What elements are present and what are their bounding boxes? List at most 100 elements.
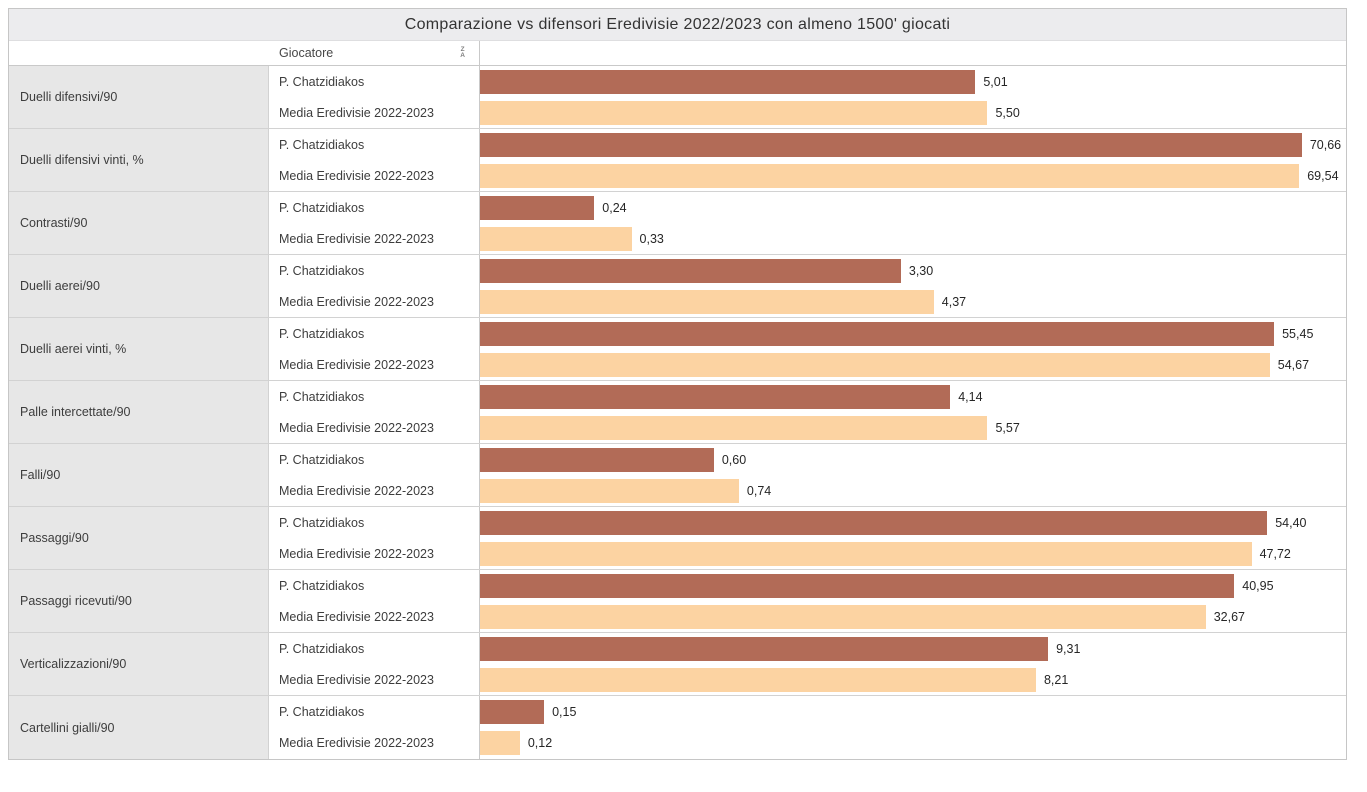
series-subrow: Media Eredivisie 2022-2023 8,21 xyxy=(269,664,1346,695)
bar-cell: 9,31 xyxy=(479,633,1346,664)
table-header: Giocatore Z A xyxy=(9,41,1346,66)
metric-row-body: P. Chatzidiakos 5,01 Media Eredivisie 2022… xyxy=(269,66,1346,128)
series-name-label: P. Chatzidiakos xyxy=(269,633,479,664)
bar-value-label: 0,12 xyxy=(527,736,553,751)
bar-value-label: 5,50 xyxy=(995,105,1020,120)
bar-cell: 54,40 xyxy=(479,507,1346,538)
metric-row: Duelli aerei vinti, % P. Chatzidiakos 55,4… xyxy=(9,318,1346,381)
series-subrow: Media Eredivisie 2022-2023 69,54 xyxy=(269,160,1346,191)
series-subrow: Media Eredivisie 2022-2023 4,37 xyxy=(269,286,1346,317)
bar-cell: 0,74 xyxy=(479,475,1346,506)
bar-cell: 4,37 xyxy=(479,286,1346,317)
series-subrow: Media Eredivisie 2022-2023 54,67 xyxy=(269,349,1346,380)
bar-cell: 55,45 xyxy=(479,318,1346,349)
player-bar[interactable] xyxy=(480,384,951,409)
series-subrow: P. Chatzidiakos 54,40 xyxy=(269,507,1346,538)
bar-cell: 5,50 xyxy=(479,97,1346,128)
metric-label: Cartellini gialli/90 xyxy=(9,696,269,759)
player-bar[interactable] xyxy=(480,258,901,283)
metric-row-body: P. Chatzidiakos 9,31 Media Eredivisie 2022… xyxy=(269,633,1346,695)
giocatore-column-header[interactable]: Giocatore Z A xyxy=(269,41,479,65)
player-bar[interactable] xyxy=(480,636,1049,661)
series-subrow: P. Chatzidiakos 40,95 xyxy=(269,570,1346,601)
bar-cell: 0,12 xyxy=(479,727,1346,759)
bar-value-label: 5,01 xyxy=(983,74,1008,89)
series-name-label: P. Chatzidiakos xyxy=(269,192,479,223)
series-subrow: Media Eredivisie 2022-2023 0,33 xyxy=(269,223,1346,254)
series-name-label: Media Eredivisie 2022-2023 xyxy=(269,160,479,191)
series-subrow: P. Chatzidiakos 0,60 xyxy=(269,444,1346,475)
series-name-label: Media Eredivisie 2022-2023 xyxy=(269,286,479,317)
metric-row-body: P. Chatzidiakos 54,40 Media Eredivisie 202… xyxy=(269,507,1346,569)
metric-rows-container: Duelli difensivi/90 P. Chatzidiakos 5,01 Me… xyxy=(9,66,1346,759)
bar-cell: 0,15 xyxy=(479,696,1346,728)
player-bar[interactable] xyxy=(480,447,714,472)
average-bar[interactable] xyxy=(480,352,1270,377)
player-bar[interactable] xyxy=(480,195,595,220)
series-name-label: P. Chatzidiakos xyxy=(269,318,479,349)
bar-value-label: 0,74 xyxy=(746,483,772,498)
metric-label: Duelli difensivi vinti, % xyxy=(9,129,269,191)
bar-value-label: 55,45 xyxy=(1282,326,1314,341)
bar-value-label: 0,24 xyxy=(602,200,627,215)
average-bar[interactable] xyxy=(480,604,1206,629)
sort-descending-icon[interactable]: Z A xyxy=(460,46,465,59)
average-bar[interactable] xyxy=(480,478,739,503)
comparison-table: Comparazione vs difensori Eredivisie 202… xyxy=(8,8,1347,760)
metric-row-body: P. Chatzidiakos 0,24 Media Eredivisie 2022… xyxy=(269,192,1346,254)
series-subrow: P. Chatzidiakos 4,14 xyxy=(269,381,1346,412)
metric-row: Passaggi ricevuti/90 P. Chatzidiakos 40,95… xyxy=(9,570,1346,633)
average-bar[interactable] xyxy=(480,415,988,440)
player-bar[interactable] xyxy=(480,573,1235,598)
average-bar[interactable] xyxy=(480,541,1252,566)
series-name-label: Media Eredivisie 2022-2023 xyxy=(269,349,479,380)
bar-cell: 69,54 xyxy=(479,160,1346,191)
metric-row: Falli/90 P. Chatzidiakos 0,60 Media Eredivi… xyxy=(9,444,1346,507)
metric-label: Passaggi/90 xyxy=(9,507,269,569)
series-subrow: P. Chatzidiakos 70,66 xyxy=(269,129,1346,160)
metric-row-body: P. Chatzidiakos 3,30 Media Eredivisie 2022… xyxy=(269,255,1346,317)
bar-value-label: 0,60 xyxy=(721,452,747,467)
series-name-label: Media Eredivisie 2022-2023 xyxy=(269,538,479,569)
series-name-label: Media Eredivisie 2022-2023 xyxy=(269,223,479,254)
metric-label: Falli/90 xyxy=(9,444,269,506)
average-bar[interactable] xyxy=(480,731,520,756)
series-name-label: P. Chatzidiakos xyxy=(269,570,479,601)
series-subrow: P. Chatzidiakos 0,24 xyxy=(269,192,1346,223)
metric-row: Verticalizzazioni/90 P. Chatzidiakos 9,31 M… xyxy=(9,633,1346,696)
series-name-label: P. Chatzidiakos xyxy=(269,66,479,97)
series-subrow: Media Eredivisie 2022-2023 32,67 xyxy=(269,601,1346,632)
bar-value-label: 40,95 xyxy=(1242,578,1274,593)
series-subrow: Media Eredivisie 2022-2023 5,57 xyxy=(269,412,1346,443)
series-name-label: P. Chatzidiakos xyxy=(269,696,479,728)
metric-label: Duelli aerei vinti, % xyxy=(9,318,269,380)
average-bar[interactable] xyxy=(480,163,1300,188)
average-bar[interactable] xyxy=(480,289,934,314)
metric-row-body: P. Chatzidiakos 0,15 Media Eredivisie 2022… xyxy=(269,696,1346,759)
average-bar[interactable] xyxy=(480,226,632,251)
player-bar[interactable] xyxy=(480,510,1268,535)
bar-value-label: 54,67 xyxy=(1277,357,1310,372)
bar-value-label: 4,37 xyxy=(941,294,967,309)
bar-value-label: 32,67 xyxy=(1213,609,1245,624)
bar-cell: 0,24 xyxy=(479,192,1346,223)
metric-row-body: P. Chatzidiakos 4,14 Media Eredivisie 2022… xyxy=(269,381,1346,443)
bar-cell: 0,60 xyxy=(479,444,1346,475)
series-name-label: P. Chatzidiakos xyxy=(269,507,479,538)
series-name-label: Media Eredivisie 2022-2023 xyxy=(269,601,479,632)
bar-cell: 4,14 xyxy=(479,381,1346,412)
metric-label: Passaggi ricevuti/90 xyxy=(9,570,269,632)
series-name-label: Media Eredivisie 2022-2023 xyxy=(269,664,479,695)
average-bar[interactable] xyxy=(480,100,988,125)
bar-cell: 8,21 xyxy=(479,664,1346,695)
metric-row: Contrasti/90 P. Chatzidiakos 0,24 Media Ere… xyxy=(9,192,1346,255)
player-bar[interactable] xyxy=(480,699,545,724)
player-bar[interactable] xyxy=(480,321,1275,346)
bar-value-label: 9,31 xyxy=(1056,641,1081,656)
bar-cell: 70,66 xyxy=(479,129,1346,160)
chart-title: Comparazione vs difensori Eredivisie 202… xyxy=(9,9,1346,41)
player-bar[interactable] xyxy=(480,132,1302,157)
series-subrow: P. Chatzidiakos 9,31 xyxy=(269,633,1346,664)
average-bar[interactable] xyxy=(480,667,1036,692)
player-bar[interactable] xyxy=(480,69,976,94)
